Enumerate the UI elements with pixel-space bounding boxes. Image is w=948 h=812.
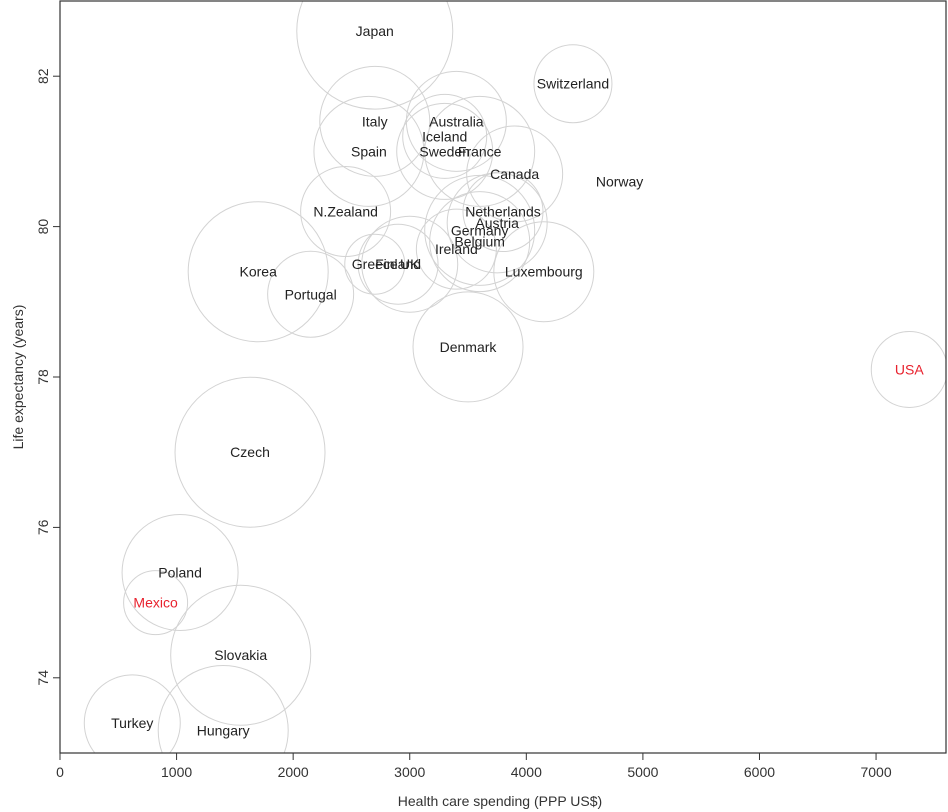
x-tick-label: 6000 [744,764,775,780]
y-axis: 74 76 78 80 82 [35,68,60,686]
y-tick-label: 80 [35,219,51,235]
point-label-portugal: Portugal [285,286,337,302]
point-label-uk: UK [400,256,420,272]
bubble-switzerland [533,44,613,124]
bubble-finland [357,223,439,305]
bubble-ireland [415,208,497,290]
point-label-n-zealand: N.Zealand [313,204,378,220]
bubble-sweden [396,102,494,200]
bubble-denmark [412,291,524,403]
x-axis-title: Health care spending (PPP US$) [398,793,602,809]
point-label-turkey: Turkey [111,715,153,731]
x-tick-label: 4000 [511,764,542,780]
x-tick-label: 1000 [161,764,192,780]
x-tick-label: 7000 [860,764,891,780]
bubble-czech [174,376,326,528]
x-tick-label: 2000 [278,764,309,780]
bubble-australia [405,70,507,172]
point-label-japan: Japan [356,23,394,39]
bubble-usa [870,330,946,408]
point-label-italy: Italy [362,113,388,129]
point-label-usa: USA [895,361,924,377]
bubble-germany [424,174,536,286]
point-label-switzerland: Switzerland [537,76,609,92]
point-label-spain: Spain [351,143,387,159]
point-label-slovakia: Slovakia [214,647,267,663]
bubble-turkey [83,674,181,753]
point-label-korea: Korea [240,264,278,280]
point-label-netherlands: Netherlands [465,204,541,220]
point-label-france: France [458,143,502,159]
y-tick-label: 76 [35,519,51,535]
point-label-greece: Greece [352,256,398,272]
y-axis-title: Life expectancy (years) [10,305,26,450]
bubble-belgium [429,191,531,293]
bubble-canada [466,125,564,223]
x-tick-label: 5000 [627,764,658,780]
bubble-portugal [267,250,355,338]
bubble-uk [361,215,459,313]
bubble-japan [296,1,454,110]
x-tick-label: 0 [56,764,64,780]
point-label-sweden: Sweden [419,143,470,159]
point-label-poland: Poland [158,565,202,581]
bubble-iceland [402,93,488,179]
bubble-poland [121,514,239,632]
x-axis: 0 1000 2000 3000 4000 5000 6000 7000 [56,753,892,780]
bubble-netherlands [462,171,544,253]
point-label-czech: Czech [230,444,270,460]
point-label-luxembourg: Luxembourg [505,264,583,280]
point-label-finland: Finland [375,256,421,272]
y-tick-label: 74 [35,670,51,686]
point-label-iceland: Iceland [422,128,467,144]
point-label-denmark: Denmark [440,339,498,355]
bubble-italy [319,65,431,177]
point-label-norway: Norway [596,173,643,189]
x-tick-label: 3000 [394,764,425,780]
bubble-luxembourg [493,221,595,323]
point-label-austria: Austria [475,215,519,231]
point-label-hungary: Hungary [197,722,250,738]
point-label-mexico: Mexico [133,595,178,611]
point-label-germany: Germany [451,222,509,238]
y-tick-label: 82 [35,68,51,84]
plot-frame [59,0,947,754]
point-label-belgium: Belgium [454,234,505,250]
point-label-ireland: Ireland [435,241,478,257]
bubble-slovakia [170,584,312,726]
bubble-greece [344,233,406,295]
bubble-spain [313,95,425,207]
bubbles-layer [83,1,946,753]
bubble-korea [187,201,329,343]
bubble-austria [446,172,548,274]
point-label-australia: Australia [429,113,484,129]
bubble-mexico [123,570,189,636]
bubble-hungary [157,664,289,753]
point-label-canada: Canada [490,166,539,182]
y-tick-label: 78 [35,369,51,385]
